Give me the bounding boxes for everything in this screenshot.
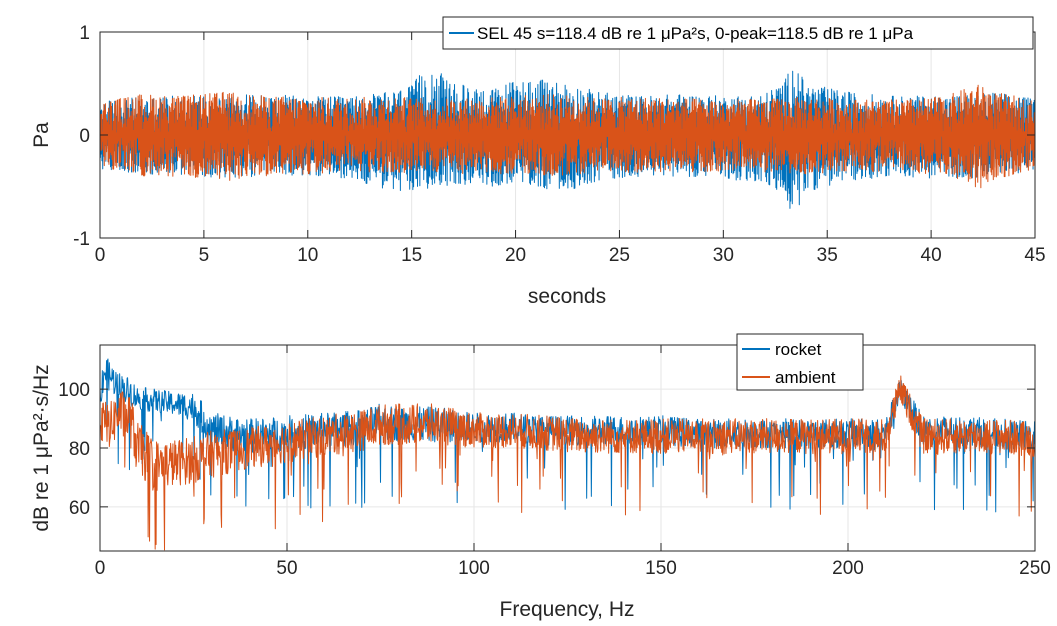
x-tick-label: 100 (458, 558, 490, 579)
x-tick-label: 150 (645, 558, 677, 579)
ticks-top: 0 5 10 15 20 25 30 35 40 45-101 (73, 23, 1045, 266)
legend-bottom: rocket ambient (736, 333, 864, 391)
x-tick-label: 0 (95, 558, 106, 579)
time-series-plot: 0 5 10 15 20 25 30 35 40 45-101 seconds Pa SEL 45… (30, 16, 1046, 308)
legend-label-ambient: ambient (775, 368, 836, 387)
data-traces-top (100, 70, 1035, 209)
x-tick-label: 5 (199, 245, 210, 266)
x-tick-label: 30 (713, 245, 734, 266)
y-axis-label-bottom: dB re 1 μPa²·s/Hz (30, 364, 53, 531)
series-line-1 (100, 84, 1035, 189)
x-axis-label-bottom: Frequency, Hz (500, 598, 635, 621)
x-tick-label: 250 (1019, 558, 1051, 579)
x-tick-label: 15 (401, 245, 422, 266)
x-tick-label: 45 (1024, 245, 1045, 266)
legend-label-top: SEL 45 s=118.4 dB re 1 μPa²s, 0-peak=118… (477, 24, 914, 43)
y-tick-label: -1 (73, 229, 90, 250)
legend-box-bottom (736, 333, 864, 391)
y-tick-label: 1 (79, 23, 90, 44)
x-tick-label: 20 (505, 245, 526, 266)
ticks-bottom: 0 50 100 150 200 250 60 80 100 (58, 345, 1051, 579)
x-axis-label-top: seconds (528, 285, 606, 308)
x-tick-label: 35 (817, 245, 838, 266)
spectrum-plot: 0 50 100 150 200 250 60 80 100 Frequency, Hz dB … (30, 333, 1051, 621)
x-tick-label: 10 (297, 245, 318, 266)
y-tick-label: 100 (58, 380, 90, 401)
x-tick-label: 0 (95, 245, 106, 266)
series-line-ambient (100, 375, 1035, 551)
y-tick-label: 0 (79, 126, 90, 147)
data-traces-bottom (100, 358, 1035, 551)
x-tick-label: 50 (276, 558, 297, 579)
x-tick-label: 25 (609, 245, 630, 266)
legend-label-rocket: rocket (775, 340, 822, 359)
y-axis-label-top: Pa (30, 122, 53, 148)
y-tick-label: 60 (69, 498, 90, 519)
legend-top: SEL 45 s=118.4 dB re 1 μPa²s, 0-peak=118… (442, 16, 1034, 50)
y-tick-label: 80 (69, 439, 90, 460)
x-tick-label: 200 (832, 558, 864, 579)
legend-box-top (442, 16, 1034, 50)
x-tick-label: 40 (921, 245, 942, 266)
